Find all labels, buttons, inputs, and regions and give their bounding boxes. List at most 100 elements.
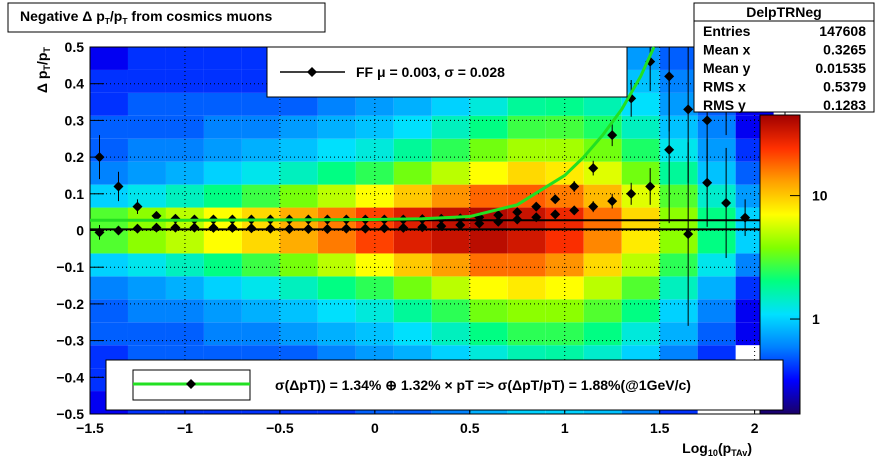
heat-cell bbox=[317, 138, 356, 162]
stats-value: 0.5379 bbox=[823, 79, 866, 95]
heat-cell bbox=[583, 92, 622, 116]
heat-cell bbox=[241, 184, 280, 208]
profile-point bbox=[322, 224, 333, 235]
legend-label: σ(ΔpT)) = 1.34% ⊕ 1.32% × pT => σ(ΔpT/pT… bbox=[275, 377, 691, 393]
heat-cell bbox=[165, 92, 204, 116]
heat-cell bbox=[165, 47, 204, 70]
heat-cell bbox=[659, 69, 698, 93]
heat-cell bbox=[203, 92, 242, 116]
profile-point bbox=[740, 212, 751, 223]
heat-cell bbox=[127, 47, 166, 70]
chart-title-part: Negative Δ p bbox=[20, 8, 105, 24]
heat-cell bbox=[545, 322, 584, 346]
heat-cell bbox=[431, 299, 470, 323]
heat-cell bbox=[469, 276, 508, 300]
heat-cell bbox=[545, 161, 584, 185]
y-tick-label: 0.4 bbox=[65, 76, 85, 92]
profile-point bbox=[284, 224, 295, 235]
heat-cell bbox=[583, 299, 622, 323]
heat-cell bbox=[165, 230, 204, 254]
profile-point bbox=[360, 223, 371, 234]
profile-point bbox=[341, 223, 352, 234]
heat-cell bbox=[507, 230, 546, 254]
heat-cell bbox=[317, 322, 356, 346]
stats-name: RMS y bbox=[703, 97, 746, 113]
heat-cell bbox=[507, 322, 546, 346]
heat-cell bbox=[279, 299, 318, 323]
heat-cell bbox=[203, 299, 242, 323]
stats-title: DelpTRNeg bbox=[746, 4, 821, 20]
profile-point bbox=[398, 222, 409, 233]
overlay: −1.5 −1 −0.5 0 0.5 1 1.5 2 −0.5 −0.4 −0.3 −0.2 −0.1 0… bbox=[7, 2, 875, 458]
profile-point bbox=[246, 223, 257, 234]
heat-cell bbox=[90, 69, 128, 93]
chart-title-part: from cosmics muons bbox=[128, 8, 273, 24]
y-tick-label: 0.1 bbox=[65, 186, 85, 202]
heat-cell bbox=[317, 253, 356, 277]
heat-cell bbox=[469, 138, 508, 162]
heat-cell bbox=[545, 230, 584, 254]
heat-cell bbox=[469, 299, 508, 323]
profile-point bbox=[493, 210, 504, 221]
heat-cell bbox=[317, 115, 356, 139]
heat-cell bbox=[165, 322, 204, 346]
profile-point bbox=[588, 163, 599, 174]
heat-cell bbox=[507, 161, 546, 185]
heat-cell bbox=[317, 161, 356, 185]
heat-cell bbox=[393, 230, 432, 254]
heat-cell bbox=[165, 184, 204, 208]
profile-point bbox=[626, 188, 637, 199]
profile-point bbox=[721, 197, 732, 208]
heat-cell bbox=[393, 161, 432, 185]
heat-cell bbox=[621, 207, 660, 231]
profile-point bbox=[550, 209, 561, 220]
stats-name: RMS x bbox=[703, 79, 746, 95]
heat-cell bbox=[659, 161, 698, 185]
profile-point bbox=[208, 222, 219, 233]
heat-cell bbox=[90, 184, 128, 208]
heat-cell bbox=[127, 115, 166, 139]
heat-cell bbox=[469, 161, 508, 185]
profile-point bbox=[531, 201, 542, 212]
heat-cell bbox=[317, 276, 356, 300]
stats-value: 0.01535 bbox=[815, 60, 866, 76]
heat-cell bbox=[659, 115, 698, 139]
heat-cell bbox=[545, 184, 584, 208]
heat-cell bbox=[355, 161, 394, 185]
heat-cell bbox=[317, 92, 356, 116]
heat-cell bbox=[127, 322, 166, 346]
heat-cell bbox=[127, 184, 166, 208]
z-tick-label: 1 bbox=[812, 311, 820, 327]
heat-cell bbox=[583, 253, 622, 277]
heat-cell bbox=[203, 138, 242, 162]
y-tick-label: −0.5 bbox=[56, 406, 84, 422]
stats-name: Entries bbox=[703, 23, 751, 39]
heat-cell bbox=[431, 184, 470, 208]
heat-cell bbox=[317, 184, 356, 208]
heat-cell bbox=[393, 276, 432, 300]
x-axis-label: Log10(pTAv) bbox=[682, 440, 752, 458]
heat-cell bbox=[469, 253, 508, 277]
heat-cell bbox=[697, 138, 736, 162]
heat-cell bbox=[507, 276, 546, 300]
heat-cell bbox=[279, 276, 318, 300]
x-axis-label-part: (p bbox=[718, 440, 731, 456]
heat-cell bbox=[127, 299, 166, 323]
heat-cell bbox=[697, 322, 736, 346]
heat-cell bbox=[621, 276, 660, 300]
heat-cell bbox=[127, 69, 166, 93]
heat-cell bbox=[241, 138, 280, 162]
profile-point bbox=[588, 201, 599, 212]
chart-title-part: T bbox=[105, 16, 111, 26]
heat-cell bbox=[431, 322, 470, 346]
y-tick-label: −0.3 bbox=[56, 333, 84, 349]
x-tick-label: −1 bbox=[177, 420, 193, 436]
x-tick-label: 2 bbox=[751, 420, 759, 436]
profile-point bbox=[379, 223, 390, 234]
heat-cell bbox=[583, 184, 622, 208]
heat-cell bbox=[393, 92, 432, 116]
legend-label: FF μ = 0.003, σ = 0.028 bbox=[356, 64, 505, 80]
profile-point bbox=[265, 223, 276, 234]
heat-cell bbox=[659, 47, 698, 70]
